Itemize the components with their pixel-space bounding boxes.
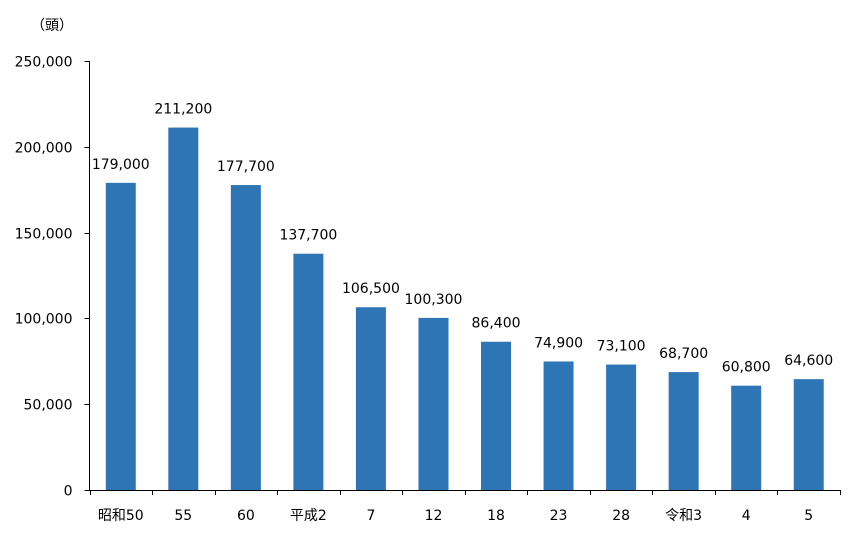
data-label: 177,700	[217, 159, 275, 175]
y-tick-label: 100,000	[15, 312, 73, 328]
bar	[168, 127, 199, 490]
bar	[293, 253, 324, 490]
data-labels: 179,000 211,200 177,700 137,700 106,500 100,3…	[92, 102, 833, 376]
data-label: 64,600	[784, 353, 833, 369]
bar	[668, 372, 699, 490]
x-tick-label: 18	[487, 508, 505, 524]
bar	[793, 379, 824, 490]
x-tick-label: 平成2	[290, 508, 327, 524]
data-label: 106,500	[342, 281, 400, 297]
data-label: 86,400	[472, 316, 521, 332]
y-tick-label: 0	[64, 484, 73, 500]
y-tick-label: 50,000	[24, 398, 73, 414]
data-label: 60,800	[722, 360, 771, 376]
x-axis: 昭和50 55 60 平成2 7 12 18 23 28 令和3 4 5	[89, 490, 841, 524]
x-tick-label: 昭和50	[98, 508, 144, 524]
bar	[230, 185, 261, 490]
bar	[105, 182, 136, 490]
bars	[105, 127, 824, 490]
x-tick-label: 28	[612, 508, 630, 524]
x-tick-label: 55	[174, 508, 192, 524]
data-label: 211,200	[154, 102, 212, 118]
x-tick-label: 60	[237, 508, 255, 524]
data-label: 73,100	[597, 339, 646, 355]
bar	[355, 307, 386, 490]
bar	[543, 361, 574, 490]
data-label: 100,300	[405, 292, 463, 308]
x-tick-label: 12	[425, 508, 443, 524]
data-label: 179,000	[92, 157, 150, 173]
x-tick-label: 4	[742, 508, 751, 524]
bar	[418, 317, 449, 490]
bar	[731, 385, 762, 490]
y-axis-unit-label: （頭）	[31, 18, 73, 34]
bar	[481, 341, 512, 490]
x-tick-label: 23	[550, 508, 568, 524]
data-label: 68,700	[659, 346, 708, 362]
data-label: 137,700	[279, 228, 337, 244]
bar	[606, 364, 637, 490]
y-tick-label: 150,000	[15, 227, 73, 243]
y-tick-label: 200,000	[15, 141, 73, 157]
data-label: 74,900	[534, 335, 583, 351]
y-axis: 0 50,000 100,000 150,000 200,000 250,000	[15, 55, 90, 500]
x-tick-label: 7	[366, 508, 375, 524]
y-tick-label: 250,000	[15, 55, 73, 71]
x-tick-label: 令和3	[665, 508, 702, 524]
x-tick-label: 5	[804, 508, 813, 524]
